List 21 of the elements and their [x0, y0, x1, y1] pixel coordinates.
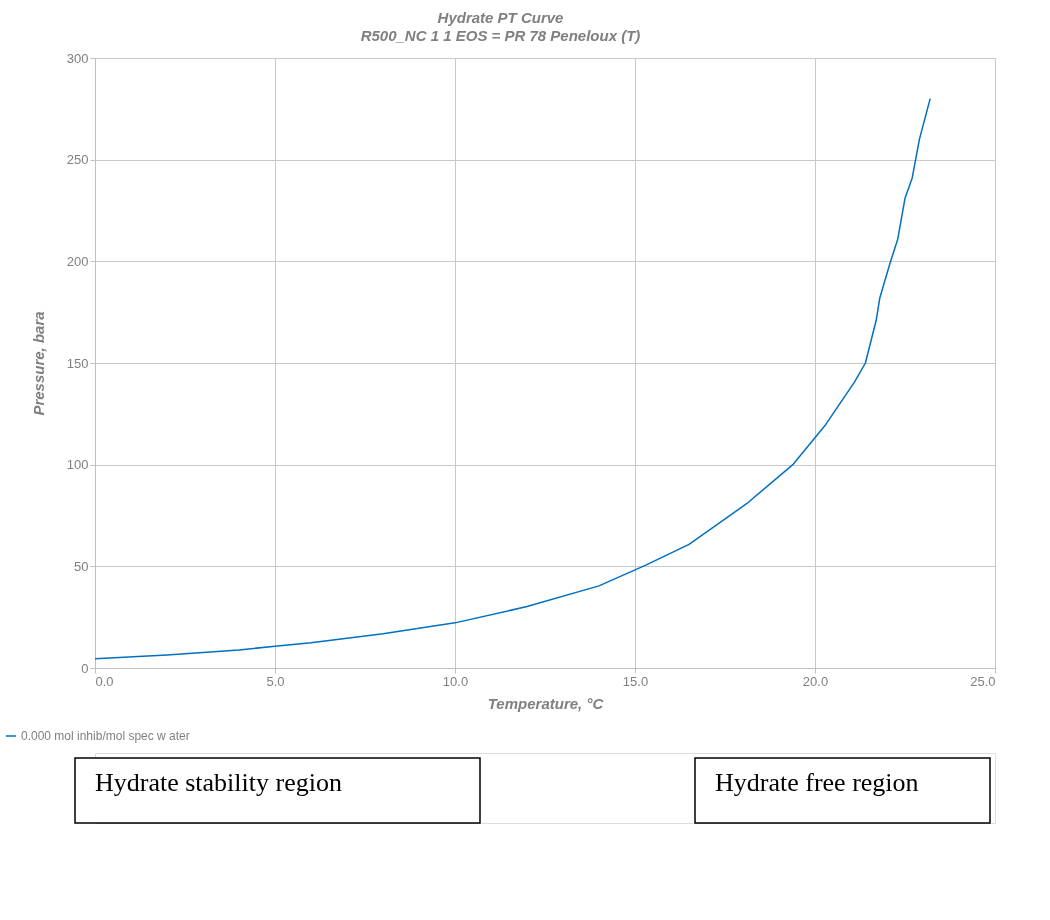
y-tick-label: 0: [81, 660, 89, 676]
chart-title: Hydrate PT Curve: [437, 8, 564, 26]
text: Hydrate free region: [715, 768, 919, 797]
x-axis-title: Temperature, °C: [487, 694, 605, 712]
x-tick-label: 20.0: [802, 673, 829, 689]
x-tick-label: 5.0: [266, 673, 285, 689]
y-tick-label: 50: [74, 558, 89, 574]
y-axis-title: Pressure, bara: [29, 311, 47, 416]
chart-subtitle: R500_NC 1 1 EOS = PR 78 Peneloux (T): [360, 26, 641, 44]
y-tick-label: 200: [66, 253, 89, 269]
x-tick-label: 0.0: [95, 673, 114, 689]
y-tick-label: 150: [66, 355, 89, 371]
x-tick-label: 25.0: [970, 673, 996, 689]
y-tick-label: 250: [66, 152, 89, 168]
text: Hydrate stability region: [95, 768, 342, 797]
line-series: [94, 97, 931, 660]
legend-label: 0.000 mol inhib/mol spec w ater: [21, 729, 190, 743]
x-tick-label: 15.0: [622, 673, 649, 689]
y-tick-label: 300: [66, 50, 89, 66]
y-tick-label: 100: [66, 457, 89, 473]
x-tick-label: 10.0: [442, 673, 469, 689]
